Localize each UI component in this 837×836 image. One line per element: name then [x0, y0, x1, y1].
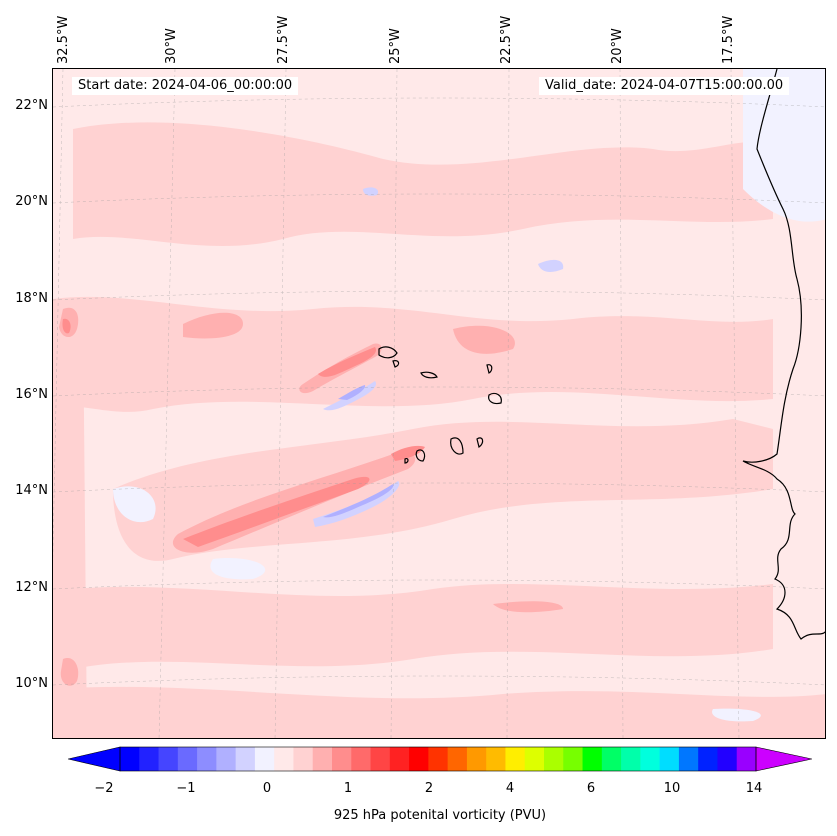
- colorbar-segment: [544, 747, 564, 771]
- lat-label-14n: 14°N: [15, 483, 48, 498]
- lat-label-10n: 10°N: [15, 676, 48, 691]
- colorbar-segment: [505, 747, 526, 771]
- pv-field-map: [53, 69, 825, 738]
- colorbar-min-extend: [68, 746, 121, 772]
- colorbar-tick-10: 10: [663, 781, 681, 796]
- colorbar-segment: [640, 747, 661, 771]
- coastline: [378, 69, 825, 640]
- pv-contours-weak-negative: [113, 69, 825, 722]
- lon-label-17-5w: 17.5°W: [721, 15, 736, 64]
- colorbar-tick-neg2: −2: [94, 781, 114, 796]
- colorbar-segment: [197, 747, 217, 771]
- colorbar-outline: [119, 746, 757, 772]
- colorbar-segment: [659, 747, 680, 771]
- colorbar-segment: [120, 747, 140, 771]
- colorbar-segment: [678, 747, 699, 771]
- colorbar-tick-2: 2: [424, 781, 434, 796]
- colorbar-segment: [563, 747, 584, 771]
- colorbar-segment: [698, 747, 718, 771]
- lon-label-25w: 25°W: [388, 28, 403, 64]
- start-date-label: Start date: 2024-04-06_00:00:00: [72, 77, 299, 95]
- colorbar-segment: [332, 747, 352, 771]
- colorbar-segment: [582, 747, 603, 771]
- colorbar-segment: [274, 747, 294, 771]
- colorbar-tick-1: 1: [343, 781, 353, 796]
- colorbar-tick-6: 6: [586, 781, 596, 796]
- lon-label-20w: 20°W: [610, 28, 625, 64]
- lon-label-22-5w: 22.5°W: [499, 15, 514, 64]
- pv-contours-strong: [62, 318, 425, 547]
- colorbar-segment: [158, 747, 179, 771]
- map-panel[interactable]: [52, 68, 826, 739]
- colorbar-segment: [351, 747, 372, 771]
- lat-label-12n: 12°N: [15, 580, 48, 595]
- colorbar-segment: [254, 747, 275, 771]
- valid-date-label: Valid_date: 2024-04-07T15:00:00.00: [539, 77, 790, 95]
- colorbar-segments: [120, 747, 757, 771]
- colorbar-segment: [447, 747, 468, 771]
- colorbar-segment: [370, 747, 391, 771]
- lat-label-18n: 18°N: [15, 291, 48, 306]
- colorbar-label: 925 hPa potenital vorticity (PVU): [333, 808, 547, 823]
- colorbar-segment: [139, 747, 160, 771]
- lat-label-22n: 22°N: [15, 98, 48, 113]
- colorbar-segment: [486, 747, 506, 771]
- colorbar-segment: [177, 747, 198, 771]
- colorbar-segment: [621, 747, 641, 771]
- colorbar-segment: [293, 747, 314, 771]
- lon-label-27-5w: 27.5°W: [276, 15, 291, 64]
- colorbar-tick-4: 4: [505, 781, 515, 796]
- colorbar-max-extend: [755, 746, 812, 772]
- colorbar-segment: [235, 747, 256, 771]
- colorbar-segment: [389, 747, 410, 771]
- colorbar-segment: [409, 747, 429, 771]
- colorbar: [68, 746, 812, 772]
- lon-label-30w: 30°W: [164, 28, 179, 64]
- colorbar-segment: [717, 747, 738, 771]
- colorbar-segment: [736, 747, 757, 771]
- lat-label-16n: 16°N: [15, 387, 48, 402]
- colorbar-segment: [524, 747, 545, 771]
- colorbar-segment: [312, 747, 333, 771]
- colorbar-segment: [466, 747, 487, 771]
- lat-label-20n: 20°N: [15, 194, 48, 209]
- colorbar-segment: [601, 747, 622, 771]
- colorbar-segment: [216, 747, 237, 771]
- colorbar-segment: [428, 747, 449, 771]
- colorbar-tick-14: 14: [745, 781, 763, 796]
- lon-label-32-5w: 32.5°W: [56, 15, 71, 64]
- graticule: [53, 69, 825, 738]
- pv-contours-light: [53, 122, 825, 738]
- pv-contours-strong-negative: [323, 385, 394, 518]
- colorbar-tick-0: 0: [262, 781, 272, 796]
- colorbar-tick-neg1: −1: [176, 781, 196, 796]
